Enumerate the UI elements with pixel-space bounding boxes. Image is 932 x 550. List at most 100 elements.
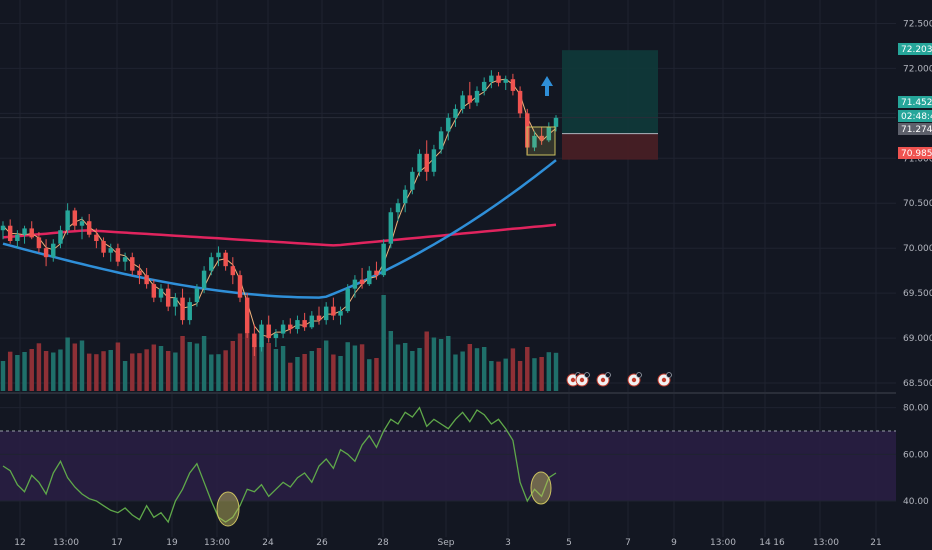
candle-body	[7, 225, 13, 241]
volume-bar	[503, 358, 508, 391]
candle-body	[158, 288, 164, 298]
volume-bar	[122, 361, 128, 391]
event-icon[interactable]	[575, 372, 590, 387]
rsi-tick-label: 80.00	[903, 404, 929, 414]
time-tick-label: 19	[166, 538, 178, 548]
time-tick-label: 3	[505, 538, 511, 548]
candle-body	[36, 237, 42, 249]
volume-bar	[374, 358, 379, 391]
candle-body	[122, 257, 128, 262]
price-tag-label: 02:48:43	[901, 112, 932, 122]
time-tick-label: 14	[759, 538, 771, 548]
candle-body	[352, 279, 358, 289]
rsi-tick-label: 40.00	[903, 497, 929, 507]
ma-mid-line	[2, 159, 557, 299]
time-tick-label: 5	[566, 538, 572, 548]
annotation-markers[interactable]	[526, 76, 556, 156]
candle-body	[395, 203, 401, 213]
time-tick-label: 13:00	[813, 538, 839, 548]
candle-body	[280, 324, 286, 334]
candle-body	[402, 189, 408, 204]
candle-body	[187, 302, 192, 321]
up-arrow-icon[interactable]	[541, 76, 553, 96]
volume-bar	[424, 331, 429, 391]
volume-bar	[201, 336, 207, 391]
candle-body	[151, 284, 157, 298]
volume-bar	[446, 336, 451, 391]
volume-bar	[101, 351, 106, 391]
volume-bar	[316, 348, 322, 391]
candle-body	[137, 270, 142, 276]
candle-body	[86, 221, 92, 235]
event-icon-dot	[661, 377, 667, 383]
event-icon[interactable]	[657, 372, 672, 387]
volume-bar	[65, 337, 70, 391]
event-icon-badge	[636, 372, 642, 378]
event-icon-badge	[666, 372, 672, 378]
rsi-line	[2, 406, 557, 524]
volume-bar	[510, 348, 516, 391]
candle-body	[51, 243, 56, 258]
volume-bar	[58, 349, 63, 391]
event-icon-badge	[605, 372, 611, 378]
candle-body	[288, 324, 293, 330]
candle-body	[453, 108, 458, 118]
price-tag-label: 71.274	[901, 125, 932, 135]
time-axis[interactable]: 12 13:00 17 19 13:00 24 26 28 Sep 3 5 7 9 13:00 14 16 13…	[14, 538, 881, 548]
candle-body	[223, 252, 228, 267]
volume-bar	[431, 337, 437, 391]
event-icon[interactable]	[627, 372, 642, 387]
candle-body	[546, 126, 552, 141]
candle-body	[0, 225, 6, 231]
candle-body	[194, 288, 200, 303]
candle-body	[532, 135, 537, 148]
volume-bar	[323, 340, 329, 391]
target-zone[interactable]	[562, 50, 658, 134]
price-tag	[898, 43, 932, 55]
candle-body	[374, 270, 379, 276]
volume-bar	[402, 343, 408, 391]
time-tick-label: 13:00	[204, 538, 230, 548]
volume-bar	[180, 336, 185, 391]
volume-bar	[259, 341, 264, 391]
candle-body	[489, 75, 494, 82]
candle-body	[359, 279, 365, 285]
candle-body	[496, 75, 501, 83]
candle-body	[29, 228, 34, 238]
candle-body	[302, 320, 307, 328]
event-icons[interactable]	[566, 372, 672, 387]
volume-bar	[517, 361, 523, 391]
candle-body	[503, 79, 508, 83]
rsi-axis[interactable]: 80.00 60.00 40.00	[903, 404, 929, 507]
candle-body	[295, 320, 300, 330]
rsi-oversold-highlight[interactable]	[216, 491, 240, 527]
candle-body	[108, 248, 113, 253]
volume-bar	[151, 344, 157, 391]
candle-body	[15, 234, 20, 241]
event-icon[interactable]	[596, 372, 611, 387]
volume-bar	[216, 354, 221, 391]
stop-zone[interactable]	[562, 133, 658, 160]
rsi-tick-label: 60.00	[903, 450, 929, 460]
volume-bar	[187, 342, 192, 391]
volume-bar	[15, 355, 20, 391]
candle-body	[381, 243, 386, 276]
volume-bar	[280, 346, 286, 391]
price-tag	[898, 110, 932, 122]
volume-bar	[144, 349, 149, 391]
candle-body	[367, 270, 372, 285]
highlight-box[interactable]	[526, 126, 556, 156]
time-tick-label: 26	[316, 538, 328, 548]
rsi-oversold-highlight[interactable]	[530, 471, 552, 505]
volume-bar	[266, 343, 271, 391]
volume-bar	[7, 351, 13, 391]
price-tag-label: 71.452	[901, 98, 932, 108]
time-tick-label: 21	[870, 538, 881, 548]
volume-bar	[345, 342, 350, 391]
volume-bar	[137, 353, 142, 391]
volume-bar	[115, 342, 121, 391]
candle-body	[252, 333, 257, 348]
price-tick-label: 70.500	[903, 199, 932, 209]
volume-bar	[252, 344, 257, 391]
